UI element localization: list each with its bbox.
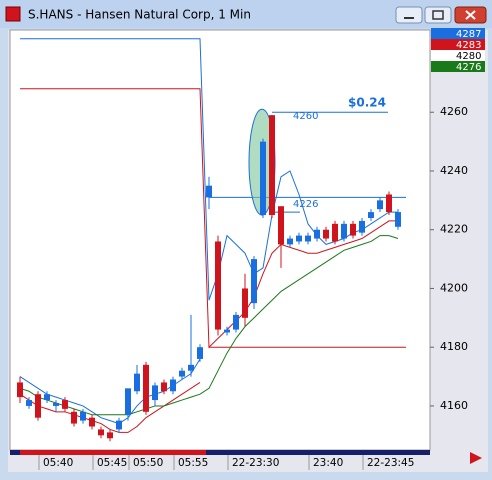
price-tag-label: 4287 [456, 29, 481, 40]
candle-body [350, 223, 356, 236]
x-tick-label: 05:45 [97, 457, 127, 469]
candle-body [161, 382, 167, 392]
candle-body [107, 432, 113, 439]
candle-body [224, 329, 230, 333]
x-tick-label: 23:40 [313, 457, 343, 469]
maximize-button[interactable] [424, 6, 452, 24]
y-tick-label: 4160 [440, 399, 468, 412]
candle-body [44, 394, 50, 401]
price-tag [431, 61, 485, 72]
candle-body [242, 288, 248, 318]
candle-body [179, 370, 185, 377]
candle-body [278, 206, 284, 245]
candle-body [368, 212, 374, 218]
y-tick-label: 4220 [440, 223, 468, 236]
candle-body [89, 417, 95, 427]
candle-body [53, 403, 59, 406]
candle-body [197, 347, 203, 359]
candle-body [80, 411, 86, 421]
candle-body [395, 212, 401, 227]
scroll-arrow[interactable] [470, 452, 482, 464]
y-tick-label: 4200 [440, 281, 468, 294]
session-bar-segment [20, 450, 206, 455]
price-tag [431, 28, 485, 39]
candle-body [143, 364, 149, 412]
measure-low-label: 4226 [293, 199, 318, 210]
candle-body [305, 235, 311, 242]
candle-body [296, 235, 302, 242]
y-tick-label: 4260 [440, 105, 468, 118]
y-tick-label: 4240 [440, 164, 468, 177]
plot-area [9, 29, 431, 451]
x-tick-label: 05:40 [43, 457, 73, 469]
candle-body [260, 141, 266, 216]
indicator-line [20, 88, 398, 349]
candle-body [332, 223, 338, 242]
candle-body [386, 194, 392, 213]
x-tick-label: 05:50 [133, 457, 163, 469]
candle-body [35, 394, 41, 418]
candle-body [377, 200, 383, 210]
measure-label: $0.24 [348, 96, 386, 110]
close-icon [465, 10, 476, 20]
price-tag-label: 4283 [456, 40, 481, 51]
y-tick-label: 4180 [440, 340, 468, 353]
candle-body [116, 420, 122, 430]
candle-body [323, 229, 329, 239]
candle-body [188, 364, 194, 371]
price-tag [431, 39, 485, 50]
x-tick-label: 05:55 [178, 457, 208, 469]
x-tick-label: 22-23:45 [367, 457, 414, 469]
chart-title: S.HANS - Hansen Natural Corp, 1 Min [28, 8, 251, 22]
candle-body [26, 400, 32, 406]
candle-body [341, 223, 347, 239]
candle-body [359, 220, 365, 233]
candle-body [125, 388, 131, 415]
candle-body [269, 115, 275, 216]
candle-body [134, 373, 140, 392]
session-bar [10, 450, 430, 455]
x-tick-label: 22-23:30 [232, 457, 279, 469]
measure-high-label: 4260 [293, 111, 318, 122]
candle-body [215, 241, 221, 330]
price-tag-label: 4276 [456, 62, 481, 73]
candle-body [152, 385, 158, 401]
candle-body [206, 185, 212, 198]
candle-body [98, 429, 104, 436]
minimize-button[interactable] [395, 6, 423, 24]
candle-body [287, 238, 293, 245]
price-tag [431, 50, 485, 61]
candle-body [233, 314, 239, 330]
candle-body [71, 411, 77, 424]
candle-body [251, 259, 257, 304]
candle-body [17, 382, 23, 398]
app-icon [5, 6, 21, 22]
candle-body [62, 400, 68, 409]
candle-body [314, 229, 320, 239]
maximize-icon [432, 10, 444, 20]
price-tag-label: 4280 [456, 51, 481, 62]
candle-body [170, 379, 176, 392]
